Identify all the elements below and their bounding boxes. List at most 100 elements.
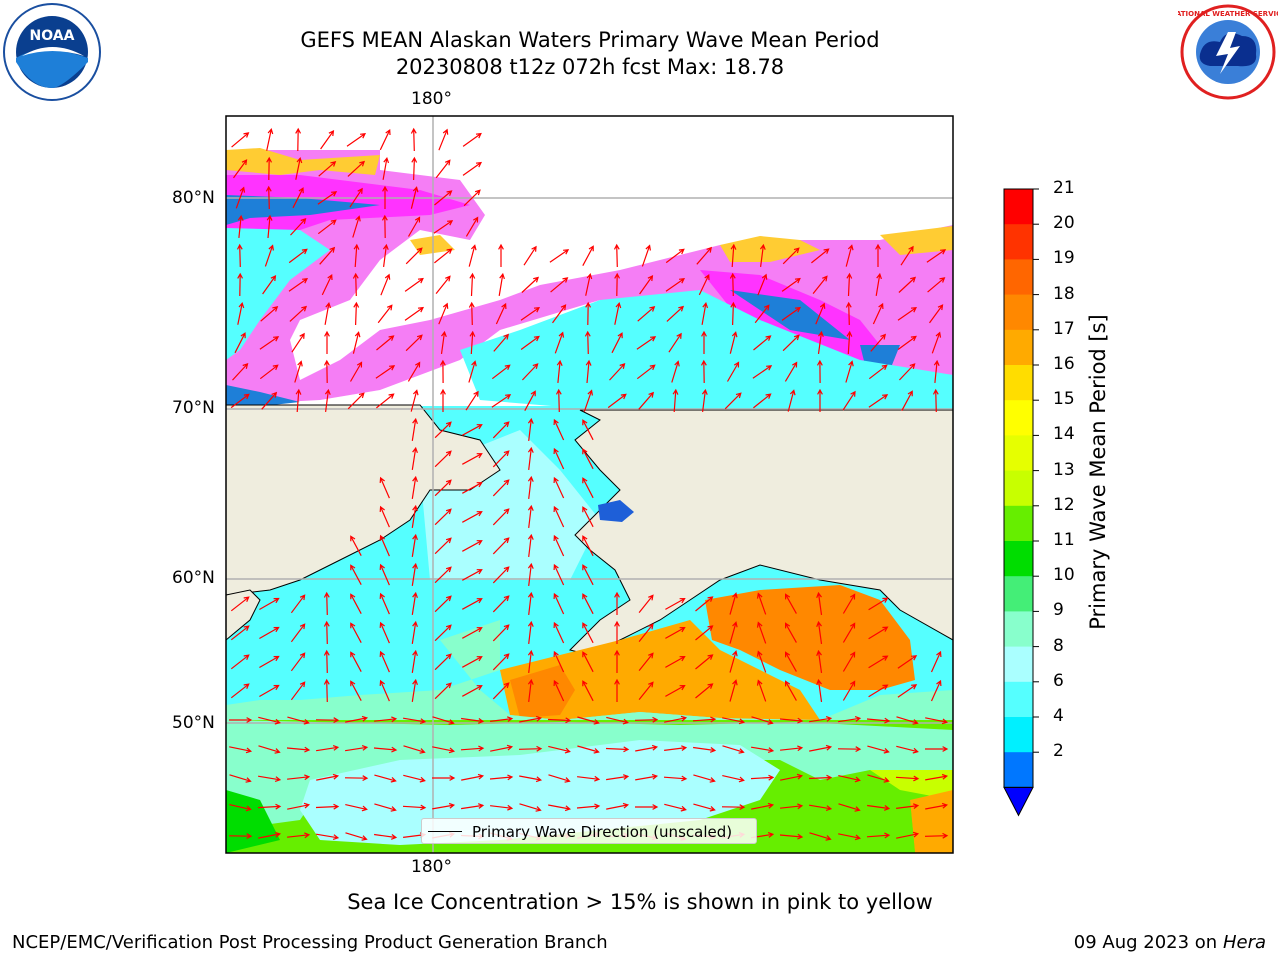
wave-direction-arrow — [665, 626, 686, 639]
wave-direction-arrow — [750, 774, 775, 781]
wave-direction-arrow — [520, 306, 541, 321]
wave-direction-arrow — [867, 804, 891, 811]
wave-direction-arrow — [585, 301, 592, 326]
wave-direction-arrow — [258, 745, 281, 754]
wave-direction-arrow — [701, 388, 708, 412]
wave-direction-arrow — [781, 277, 801, 292]
wave-direction-arrow — [324, 388, 331, 412]
wave-direction-arrow — [695, 596, 714, 612]
wave-direction-arrow — [411, 620, 418, 644]
wave-direction-arrow — [845, 244, 854, 267]
colorbar-segment — [1004, 470, 1033, 507]
wave-direction-arrow — [468, 360, 477, 383]
wave-direction-arrow — [553, 505, 565, 528]
wave-direction-arrow — [781, 306, 802, 321]
wave-direction-arrow — [345, 715, 369, 723]
wave-direction-arrow — [784, 361, 798, 382]
wave-direction-arrow — [434, 479, 452, 497]
wave-direction-arrow — [664, 745, 688, 751]
wave-direction-arrow — [376, 335, 395, 351]
wave-direction-arrow — [606, 774, 630, 781]
wave-direction-arrow — [901, 390, 913, 411]
wave-direction-arrow — [696, 246, 713, 265]
wave-direction-arrow — [319, 246, 336, 265]
wave-direction-arrow — [527, 533, 534, 557]
wave-direction-arrow — [374, 716, 398, 723]
lat-label-60: 60°N — [172, 568, 215, 588]
wave-direction-arrow — [323, 649, 330, 674]
map-legend: Primary Wave Direction (unscaled) — [421, 818, 757, 844]
wave-direction-arrow — [228, 833, 253, 840]
wave-direction-arrow — [875, 272, 882, 296]
map-frame — [225, 115, 954, 854]
lon-label-bottom: 180° — [411, 857, 452, 877]
wave-direction-arrow — [838, 716, 862, 723]
nws-logo-icon: NATIONAL WEATHER SERVICE — [1178, 4, 1278, 100]
wave-direction-arrow — [462, 424, 483, 436]
wave-direction-arrow — [868, 684, 889, 698]
colorbar-tick-label: 19 — [1053, 248, 1075, 269]
wave-direction-arrow — [577, 716, 600, 725]
wave-direction-arrow — [875, 243, 881, 267]
wave-direction-arrow — [432, 746, 456, 754]
colorbar-segment — [1004, 259, 1033, 296]
wave-direction-arrow — [235, 186, 246, 209]
wave-direction-arrow — [230, 393, 250, 409]
wave-direction-arrow — [237, 272, 244, 297]
wave-direction-arrow — [695, 625, 714, 641]
wave-direction-arrow — [468, 301, 475, 326]
colorbar-segment — [1004, 224, 1033, 260]
wave-direction-arrow — [462, 540, 483, 552]
wave-direction-arrow — [349, 361, 363, 382]
wave-direction-arrow — [462, 482, 483, 494]
wave-direction-arrow — [868, 364, 888, 380]
wave-direction-arrow — [780, 803, 804, 810]
wave-direction-arrow — [607, 393, 627, 409]
wave-direction-arrow — [403, 717, 427, 724]
footer-machine: Hera — [1222, 932, 1266, 953]
wave-direction-arrow — [817, 330, 824, 354]
wave-direction-arrow — [382, 243, 389, 267]
wave-direction-arrow — [867, 774, 890, 783]
colorbar-tick-label: 2 — [1053, 741, 1064, 762]
wave-direction-arrow — [411, 562, 418, 586]
colorbar-tick-label: 15 — [1053, 389, 1075, 410]
wave-direction-arrow — [671, 360, 680, 383]
wave-direction-arrow — [582, 651, 594, 673]
wave-direction-arrow — [527, 591, 534, 615]
wave-direction-arrow — [317, 219, 337, 235]
wave-direction-arrow — [553, 418, 565, 441]
wave-direction-arrow — [809, 744, 833, 752]
wave-direction-arrow — [432, 716, 455, 725]
wave-direction-arrow — [492, 624, 510, 642]
wave-direction-arrow — [232, 362, 249, 381]
wave-direction-arrow — [288, 248, 308, 264]
wave-direction-arrow — [380, 273, 391, 296]
colorbar-segment — [1004, 294, 1033, 331]
wave-direction-arrow — [492, 508, 510, 526]
footer-date: 09 Aug 2023 on Hera — [1074, 932, 1266, 953]
wave-direction-arrow — [434, 595, 452, 613]
wave-direction-arrow — [350, 593, 362, 614]
wave-direction-arrow — [756, 650, 767, 673]
wave-direction-arrow — [663, 775, 688, 782]
wave-direction-arrow — [521, 276, 540, 293]
wave-direction-arrow — [461, 803, 485, 810]
wave-direction-arrow — [808, 774, 833, 781]
wave-direction-arrow — [492, 566, 510, 584]
wave-direction-arrow — [582, 622, 594, 644]
wave-direction-arrow — [258, 716, 281, 725]
wave-direction-arrow — [289, 305, 308, 322]
wave-direction-arrow — [410, 127, 417, 152]
wave-direction-arrow — [753, 335, 772, 351]
wave-direction-arrow — [754, 304, 770, 324]
wave-direction-arrow — [434, 508, 452, 526]
wave-direction-arrow — [377, 304, 393, 324]
wave-direction-arrow — [698, 273, 710, 296]
wave-direction-arrow — [259, 626, 280, 640]
map-caption: Sea Ice Concentration > 15% is shown in … — [347, 890, 933, 914]
wave-direction-arrow — [556, 359, 563, 383]
wave-direction-arrow — [527, 620, 534, 644]
wave-direction-arrow — [756, 679, 767, 702]
wave-direction-arrow — [259, 336, 280, 350]
